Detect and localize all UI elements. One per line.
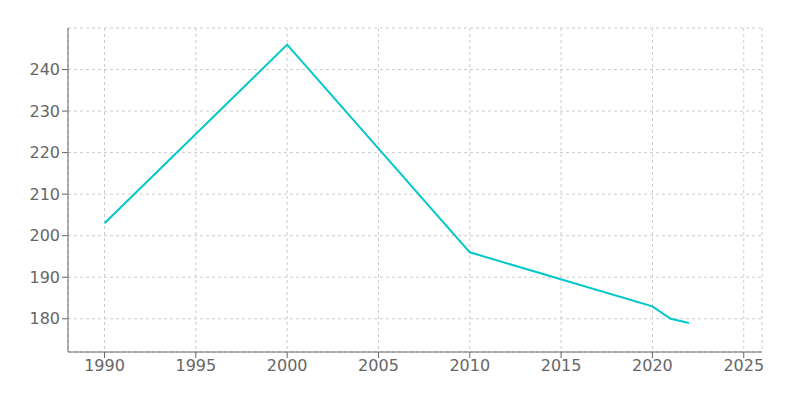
svg-text:1995: 1995: [175, 356, 216, 375]
svg-text:180: 180: [29, 309, 60, 328]
svg-text:2010: 2010: [449, 356, 490, 375]
svg-text:2015: 2015: [541, 356, 582, 375]
svg-text:2020: 2020: [632, 356, 673, 375]
svg-text:2005: 2005: [358, 356, 399, 375]
svg-text:200: 200: [29, 226, 60, 245]
svg-text:210: 210: [29, 185, 60, 204]
svg-text:190: 190: [29, 268, 60, 287]
svg-text:1990: 1990: [84, 356, 125, 375]
svg-text:220: 220: [29, 143, 60, 162]
svg-text:2000: 2000: [267, 356, 308, 375]
svg-text:2025: 2025: [723, 356, 764, 375]
svg-text:230: 230: [29, 102, 60, 121]
svg-text:240: 240: [29, 60, 60, 79]
